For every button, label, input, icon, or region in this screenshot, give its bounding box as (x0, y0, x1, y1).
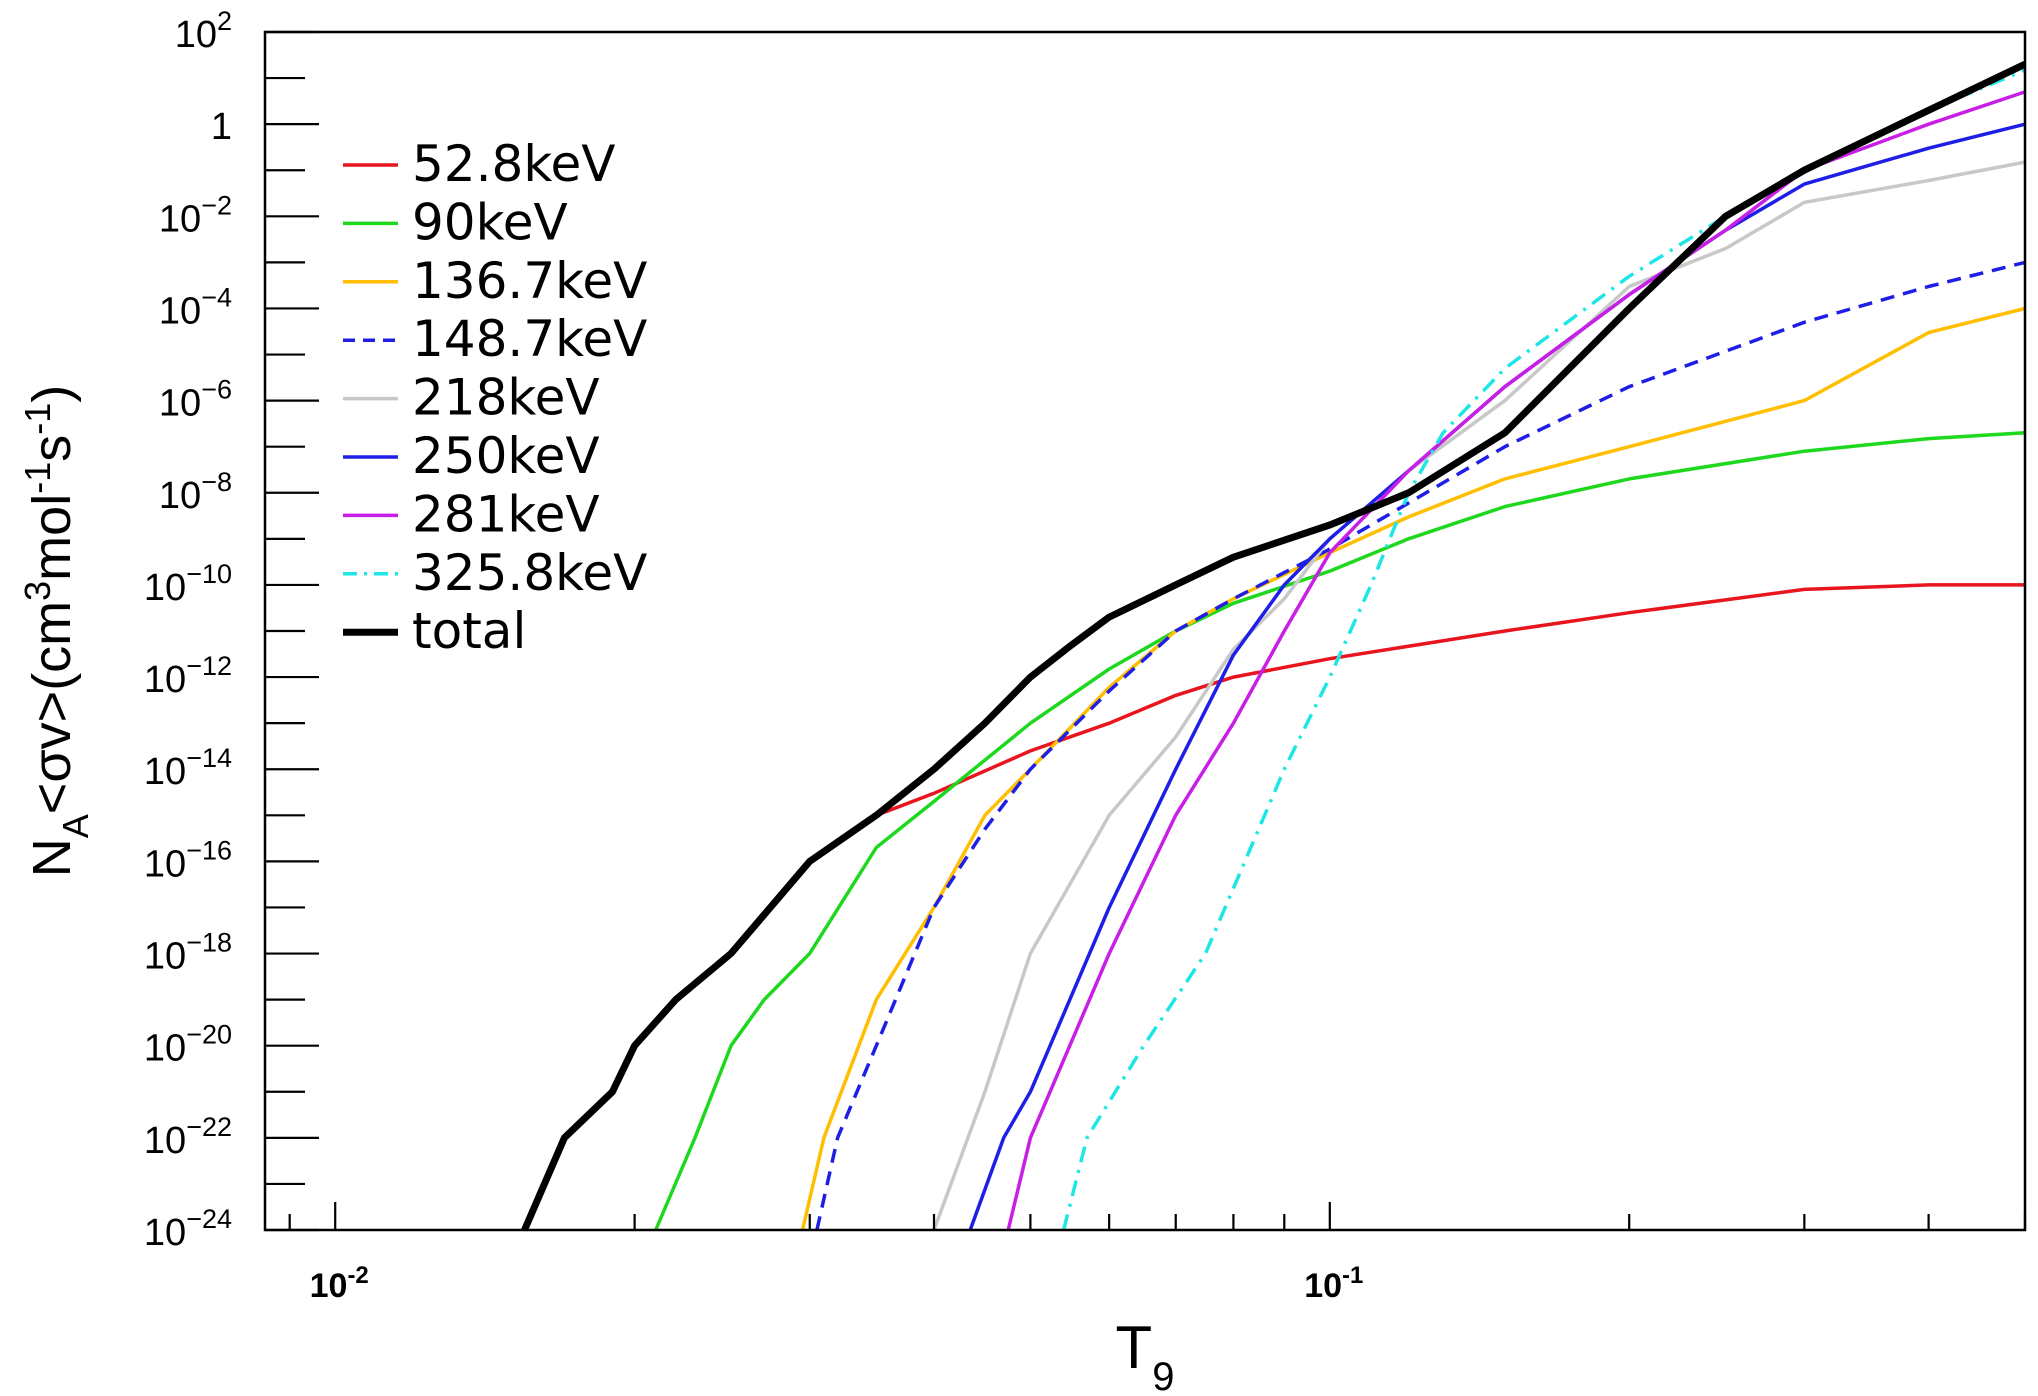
y-tick-label: 1 (211, 106, 232, 148)
series-line-9 (521, 61, 2027, 1232)
series-line-2 (654, 431, 2026, 1231)
series-layer (521, 61, 2027, 1232)
legend-label: 250keV (412, 427, 600, 485)
y-tick-label: 10−22 (144, 1112, 232, 1162)
y-tick-label: 10−14 (144, 743, 232, 793)
y-tick-label: 10−4 (159, 282, 232, 332)
legend-label: 281keV (412, 485, 600, 543)
legend-label: 136.7keV (412, 252, 647, 310)
y-tick-label: 10−24 (144, 1204, 232, 1254)
y-tick-label: 10−18 (144, 928, 232, 978)
legend-label: 90keV (412, 193, 568, 251)
legend-label: 52.8keV (412, 135, 615, 193)
legend-label: 218keV (412, 369, 600, 427)
y-tick-label: 10−6 (159, 375, 232, 425)
y-tick-label: 10−16 (144, 835, 232, 885)
x-tick-label: 10-2 (310, 1262, 369, 1305)
series-line-6 (968, 122, 2026, 1231)
legend: 52.8keV90keV136.7keV148.7keV218keV250keV… (343, 135, 647, 660)
y-tick-label: 10−8 (159, 467, 232, 517)
x-tick-label: 10-1 (1304, 1262, 1363, 1305)
y-tick-label: 10−2 (159, 190, 232, 240)
legend-label: 325.8keV (412, 544, 647, 602)
y-axis-title: NA<σv>(cm3mol-1s-1) (17, 385, 96, 877)
legend-label: total (412, 602, 526, 660)
y-tick-label: 10−20 (144, 1020, 232, 1070)
y-tick-label: 102 (175, 6, 232, 56)
series-line-4 (815, 260, 2026, 1231)
x-axis-title: T9 (1116, 1314, 1175, 1396)
y-tick-label: 10−10 (144, 559, 232, 609)
y-tick-label: 10−12 (144, 651, 232, 701)
legend-label: 148.7keV (412, 310, 647, 368)
series-line-1 (808, 583, 2025, 863)
axes-layer: 102 1 10−2 10−4 10−6 10−8 10−10 10−12 10−14 10−16… (17, 6, 2027, 1396)
